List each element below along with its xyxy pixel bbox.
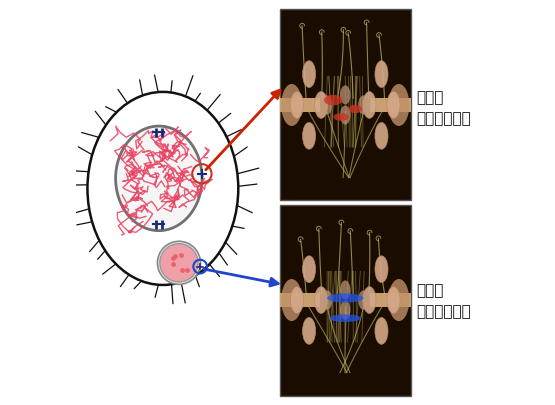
- FancyBboxPatch shape: [280, 293, 320, 307]
- Text: 大核の
核膜孔複合体: 大核の 核膜孔複合体: [416, 90, 471, 126]
- Ellipse shape: [387, 92, 400, 118]
- Ellipse shape: [302, 318, 316, 344]
- Text: 小核の
核膜孔複合体: 小核の 核膜孔複合体: [416, 283, 471, 319]
- Ellipse shape: [290, 92, 304, 118]
- Ellipse shape: [158, 241, 200, 284]
- FancyBboxPatch shape: [370, 98, 411, 112]
- Ellipse shape: [387, 287, 400, 313]
- Ellipse shape: [340, 301, 351, 320]
- Ellipse shape: [327, 294, 364, 303]
- FancyBboxPatch shape: [280, 205, 411, 396]
- Ellipse shape: [115, 126, 202, 231]
- Ellipse shape: [388, 84, 410, 126]
- Ellipse shape: [358, 290, 369, 309]
- Ellipse shape: [315, 287, 327, 313]
- Ellipse shape: [324, 95, 342, 105]
- Ellipse shape: [330, 314, 361, 322]
- Ellipse shape: [302, 256, 316, 283]
- Ellipse shape: [375, 61, 388, 87]
- Ellipse shape: [281, 279, 302, 321]
- Ellipse shape: [340, 280, 351, 300]
- Ellipse shape: [281, 84, 302, 126]
- Ellipse shape: [375, 318, 388, 344]
- Ellipse shape: [334, 113, 349, 121]
- Ellipse shape: [290, 287, 304, 313]
- Ellipse shape: [302, 61, 316, 87]
- Ellipse shape: [358, 96, 369, 115]
- FancyBboxPatch shape: [280, 9, 411, 200]
- Ellipse shape: [322, 96, 332, 115]
- Ellipse shape: [375, 256, 388, 283]
- Ellipse shape: [375, 122, 388, 149]
- FancyBboxPatch shape: [370, 293, 411, 307]
- Ellipse shape: [363, 92, 376, 118]
- FancyBboxPatch shape: [280, 98, 320, 112]
- Ellipse shape: [315, 92, 327, 118]
- Ellipse shape: [322, 290, 332, 309]
- Ellipse shape: [88, 92, 238, 285]
- Ellipse shape: [363, 287, 376, 313]
- Ellipse shape: [340, 85, 351, 104]
- Ellipse shape: [388, 279, 410, 321]
- Ellipse shape: [340, 105, 351, 125]
- Ellipse shape: [302, 122, 316, 149]
- Ellipse shape: [160, 244, 198, 282]
- Ellipse shape: [349, 104, 362, 113]
